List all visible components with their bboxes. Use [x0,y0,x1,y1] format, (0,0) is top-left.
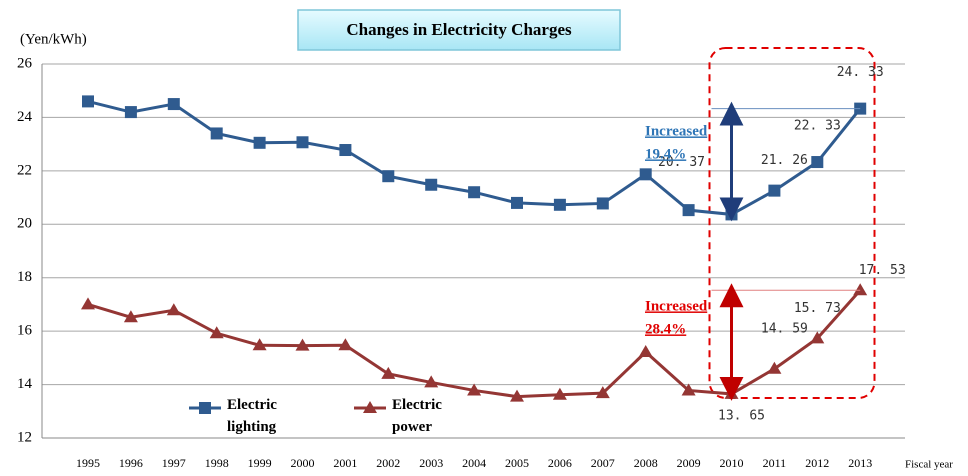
marker [210,127,223,140]
x-tick-label: 1995 [76,456,100,470]
y-tick-label: 14 [17,376,33,392]
x-tick-label: 2004 [462,456,486,470]
y-tick-label: 16 [17,323,33,339]
marker [596,197,609,210]
highlight-box [708,47,876,399]
data-label: 22. 33 [794,119,841,134]
marker [166,303,181,316]
annotation: 19.4% [645,146,686,162]
x-tick-label: 2013 [848,456,872,470]
x-tick-label: 2005 [505,456,529,470]
x-tick-label: 1998 [205,456,229,470]
marker [511,196,523,209]
legend-marker [363,401,377,413]
legend-label-line: Electric [392,397,442,413]
marker [639,168,652,181]
y-tick-label: 26 [17,55,33,71]
marker [682,204,695,217]
x-tick-label: 2002 [376,456,400,470]
y-tick-label: 12 [17,429,32,445]
marker [167,98,180,111]
y-tick-label: 24 [17,109,33,125]
marker [381,366,396,379]
x-tick-label: 2010 [720,456,744,470]
marker [425,178,438,191]
marker [253,136,266,149]
marker [638,344,653,357]
x-tick-label: 2009 [677,456,701,470]
data-label: 24. 33 [837,65,884,80]
marker [853,283,868,296]
marker [124,106,137,119]
data-label: 17. 53 [859,263,906,278]
marker [552,387,567,400]
x-tick-label: 2003 [419,456,443,470]
legend-marker [199,402,211,414]
marker [725,208,738,221]
y-axis-label: (Yen/kWh) [20,31,87,47]
y-tick-label: 20 [17,216,32,232]
data-label: 13. 65 [718,408,765,423]
marker [295,338,310,351]
annotation: Increased [645,123,708,139]
x-tick-label: 2012 [805,456,829,470]
legend-label: Electric lighting [227,397,277,435]
annotation: 28.4% [645,321,686,337]
chart-title: Changes in Electricity Charges [346,20,572,39]
x-tick-label: 1996 [119,456,143,470]
marker [123,310,138,323]
data-label: 14. 59 [761,321,808,336]
x-axis-label: Fiscal year [905,459,953,471]
marker [467,383,482,396]
marker [510,389,524,402]
marker [424,375,439,388]
marker [767,361,782,374]
legend-label-line: Electric [227,397,277,413]
x-tick-label: 2011 [763,456,787,470]
marker [811,156,824,169]
marker [81,297,95,310]
marker [338,338,353,351]
marker [339,144,352,157]
legend-label-line: power [392,419,432,435]
data-label: 20. 37 [658,155,705,170]
marker [382,170,395,183]
marker [296,136,309,149]
marker [768,184,781,197]
marker [468,186,481,199]
marker [681,383,696,396]
x-tick-label: 1997 [162,456,186,470]
legend-label: Electric power [392,397,442,435]
legend-label-line: lighting [227,419,277,435]
x-tick-label: 1999 [248,456,272,470]
x-tick-label: 2008 [634,456,658,470]
x-tick-label: 2000 [291,456,315,470]
marker [595,386,610,399]
series-line [87,289,862,399]
data-label: 15. 73 [794,301,841,316]
marker [553,198,566,211]
marker [82,95,94,108]
title-box [297,9,621,51]
annotation: Increased [645,298,708,314]
y-tick-label: 22 [17,162,32,178]
x-tick-label: 2006 [548,456,572,470]
marker [810,331,825,344]
y-tick-label: 18 [17,269,32,285]
marker [252,338,267,351]
marker [209,326,224,339]
x-tick-label: 2007 [591,456,615,470]
data-label: 21. 26 [761,153,808,168]
x-tick-label: 2001 [333,456,357,470]
